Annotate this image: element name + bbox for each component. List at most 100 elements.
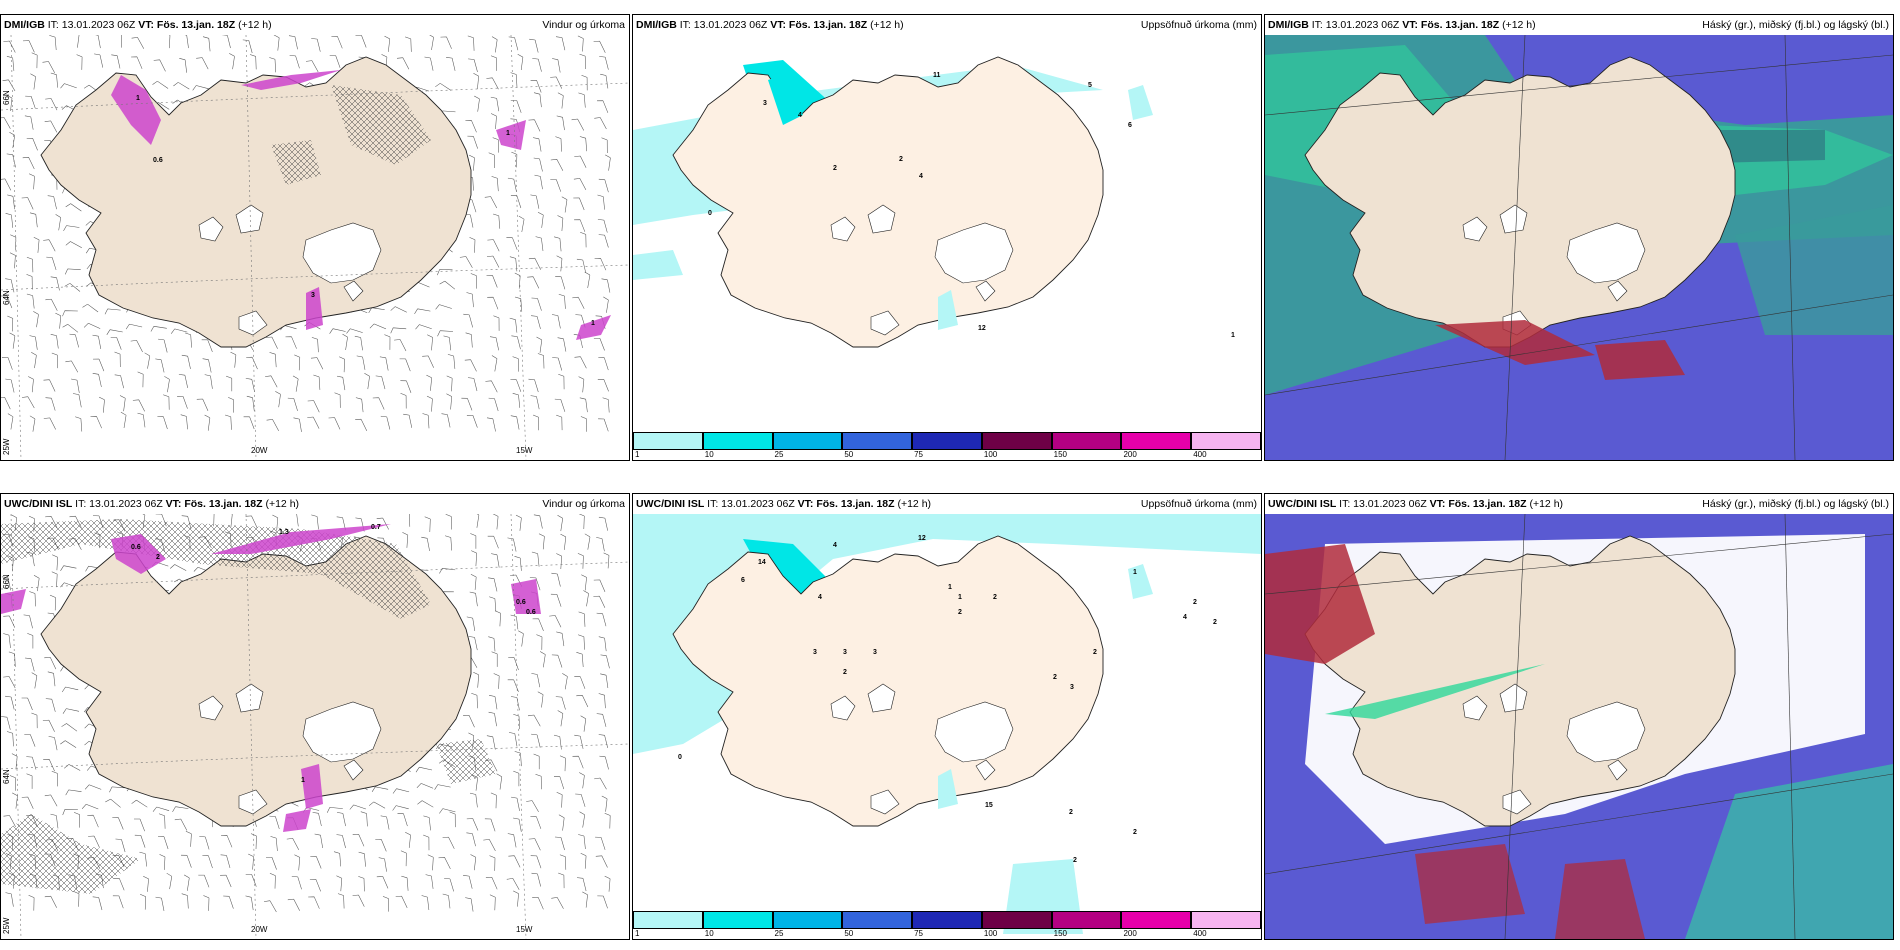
value-label: 12	[978, 325, 986, 332]
cloud-red-area	[1435, 320, 1595, 365]
glacier	[1499, 204, 1528, 234]
lead-time: (+12 h)	[870, 19, 904, 31]
legend-swatch	[702, 432, 773, 450]
value-label: 3	[763, 100, 767, 107]
value-label: 1	[958, 594, 962, 601]
glacier	[198, 216, 224, 242]
glacier	[867, 683, 896, 713]
value-label: 2	[958, 609, 962, 616]
value-label: 1.3	[279, 529, 289, 536]
value-label: 6	[1128, 122, 1132, 129]
glacier	[975, 759, 996, 781]
precip-land-areas	[768, 75, 1153, 330]
legend-label: 400	[1193, 450, 1207, 459]
wind-value-labels: 0.6 1 3 1 1	[136, 95, 595, 327]
value-label: 1	[301, 777, 305, 784]
init-time: IT: 13.01.2023 06Z	[679, 19, 768, 31]
lead-time: (+12 h)	[238, 19, 272, 31]
value-label: 0.6	[516, 599, 526, 606]
graticule	[1265, 35, 1893, 460]
value-label: 4	[818, 594, 822, 601]
legend-swatch	[1051, 911, 1122, 929]
value-label: 3	[813, 649, 817, 656]
glacier	[934, 222, 1014, 284]
value-label: 4	[1183, 614, 1187, 621]
value-label: 11	[933, 72, 941, 79]
panel-title: Háský (gr.), miðský (fj.bl.) og lágský (…	[1702, 498, 1889, 510]
value-label: 2	[1093, 649, 1097, 656]
glacier	[1607, 280, 1628, 302]
valid-time: VT: Fös. 13.jan. 18Z	[1402, 19, 1500, 31]
panel-uwc-precip: UWC/DINI ISL IT: 13.01.2023 06Z VT: Fös.…	[632, 493, 1262, 940]
glacier	[1566, 222, 1646, 284]
value-label: 0.7	[371, 524, 381, 531]
panel-title: Vindur og úrkoma	[542, 498, 625, 510]
value-label: 3	[311, 292, 315, 299]
panel-header: DMI/IGB IT: 13.01.2023 06Z VT: Fös. 13.j…	[1, 15, 629, 35]
value-label: 3	[1070, 684, 1074, 691]
value-label: 1	[1133, 569, 1137, 576]
legend-swatch	[1121, 432, 1192, 450]
legend-label: 400	[1193, 929, 1207, 938]
value-label: 2	[1073, 857, 1077, 864]
legend-label: 25	[774, 450, 784, 459]
value-label: 2	[1213, 619, 1217, 626]
axis-label-lat66: 66N	[633, 80, 635, 95]
glacier	[934, 701, 1014, 763]
legend-label: 75	[914, 450, 924, 459]
legend-swatch	[1191, 432, 1261, 450]
glacier	[343, 759, 364, 781]
panel-uwc-wind: UWC/DINI ISL IT: 13.01.2023 06Z VT: Fös.…	[0, 493, 630, 940]
glacier	[238, 310, 268, 336]
map-precip: 66N 64N 11 5 4 4 2 2 6 3 1 12 0	[633, 56, 1235, 348]
panel-header: DMI/IGB IT: 13.01.2023 06Z VT: Fös. 13.j…	[1265, 15, 1893, 35]
legend-label: 10	[704, 929, 714, 938]
snow-hatch-areas	[271, 85, 431, 185]
legend-label: 150	[1053, 929, 1068, 938]
legend-swatch	[702, 911, 773, 929]
value-label: 4	[919, 173, 923, 180]
cloud-red-area	[1595, 340, 1685, 380]
init-time: IT: 13.01.2023 06Z	[47, 19, 136, 31]
iceland-landmass	[672, 535, 1104, 827]
precip-magenta-areas	[111, 70, 611, 340]
panel-uwc-cloud: UWC/DINI ISL IT: 13.01.2023 06Z VT: Fös.…	[1264, 493, 1894, 940]
value-label: 0.6	[153, 157, 163, 164]
legend-label: 25	[774, 929, 784, 938]
model-source: UWC/DINI ISL	[636, 498, 705, 510]
value-label: 0.6	[526, 609, 536, 616]
map-wind: 66N 64N 25W 20W 15W 0.6 1 3 1 1	[1, 35, 629, 460]
glacier	[867, 204, 896, 234]
panel-header: UWC/DINI ISL IT: 13.01.2023 06Z VT: Fös.…	[1, 494, 629, 514]
precip-magenta-areas	[1, 524, 541, 832]
valid-time: VT: Fös. 13.jan. 18Z	[1429, 498, 1527, 510]
glacier	[238, 789, 268, 815]
legend-swatch	[842, 432, 913, 450]
value-label: 12	[918, 535, 926, 542]
axis-label-lon20: 20W	[251, 925, 268, 934]
graticule	[1, 35, 629, 460]
glacier	[1502, 789, 1532, 815]
valid-time: VT: Fös. 13.jan. 18Z	[165, 498, 263, 510]
value-label: 1	[948, 584, 952, 591]
precip-value-labels: 11 5 4 4 2 2 6 3 1 12 0	[708, 72, 1235, 339]
value-label: 14	[758, 559, 766, 566]
legend-swatch	[842, 911, 913, 929]
legend-swatch	[772, 911, 843, 929]
value-label: 4	[833, 542, 837, 549]
glacier	[1462, 216, 1488, 242]
value-label: 2	[1069, 809, 1073, 816]
glacier	[1462, 695, 1488, 721]
init-time: IT: 13.01.2023 06Z	[1339, 498, 1427, 510]
panel-dmi-wind: DMI/IGB IT: 13.01.2023 06Z VT: Fös. 13.j…	[0, 14, 630, 461]
value-label: 1	[506, 130, 510, 137]
panel-title: Vindur og úrkoma	[542, 19, 625, 31]
valid-time: VT: Fös. 13.jan. 18Z	[797, 498, 895, 510]
axis-label-lat64: 64N	[2, 769, 11, 784]
model-source: DMI/IGB	[1268, 19, 1309, 31]
axis-label-lon15: 15W	[516, 446, 533, 455]
value-label: 5	[1088, 82, 1092, 89]
value-label: 2	[993, 594, 997, 601]
